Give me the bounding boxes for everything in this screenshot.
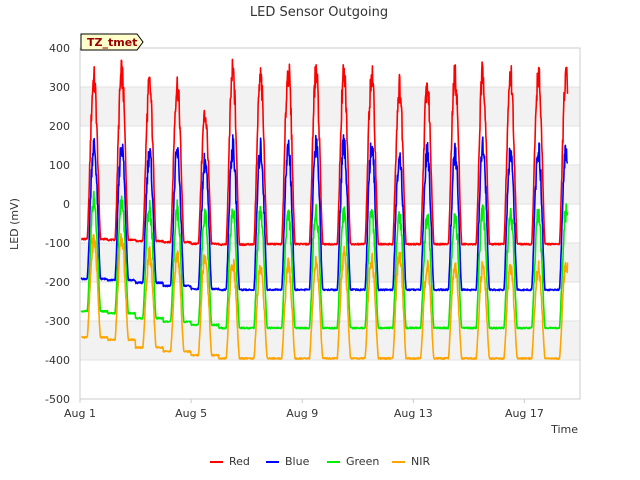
x-tick-label: Aug 13 [394,407,433,420]
x-tick-label: Aug 17 [505,407,544,420]
legend: Red Blue Green NIR [210,455,430,468]
y-tick-label: 100 [49,159,70,172]
y-tick-label: -300 [45,315,70,328]
y-tick-label: 200 [49,120,70,133]
legend-item-red[interactable]: Red [210,455,250,468]
y-tick-label: 0 [63,198,70,211]
plot-band [80,87,580,126]
legend-item-green[interactable]: Green [327,455,379,468]
x-axis-label: Time [550,423,578,436]
x-tick-label: Aug 1 [64,407,96,420]
chart-title: LED Sensor Outgoing [250,5,388,20]
legend-label: Blue [285,455,310,468]
y-tick-label: -500 [45,393,70,406]
y-tick-label: -200 [45,276,70,289]
site-tag-label: TZ_tmet [87,36,137,49]
legend-item-nir[interactable]: NIR [392,455,430,468]
legend-label: Red [229,455,250,468]
site-tag: TZ_tmet [80,33,144,51]
legend-label: Green [346,455,379,468]
plot-band [80,165,580,204]
series-line-blue [80,134,569,292]
x-tick-labels: Aug 1 Aug 5 Aug 9 Aug 13 Aug 17 [64,399,544,420]
x-tick-label: Aug 5 [175,407,207,420]
legend-label: NIR [411,455,430,468]
y-tick-label: -100 [45,237,70,250]
plot-band [80,243,580,282]
y-tick-labels: -500 -400 -300 -200 -100 0 100 200 300 400 [45,42,70,406]
series-line-nir [80,233,569,360]
series-line-green [80,190,569,330]
site-tag-box [80,33,144,51]
series-lines [80,58,569,360]
legend-item-blue[interactable]: Blue [266,455,310,468]
plot-area [79,47,581,400]
y-tick-label: 300 [49,81,70,94]
x-tick-label: Aug 9 [286,407,318,420]
y-axis-label: LED (mV) [8,198,21,250]
y-tick-label: -400 [45,354,70,367]
series-line-red [80,58,569,247]
y-tick-label: 400 [49,42,70,55]
